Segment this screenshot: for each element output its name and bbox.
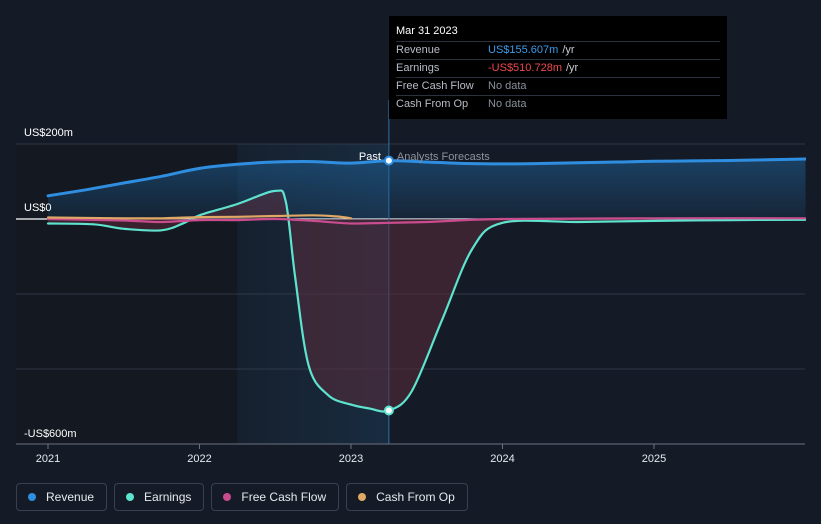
- legend-dot-icon: [223, 493, 232, 501]
- legend-label: Cash From Op: [376, 490, 455, 504]
- tooltip-row-earnings: Earnings -US$510.728m /yr: [396, 59, 720, 77]
- y-tick-label: -US$600m: [24, 428, 77, 440]
- x-tick-label: 2022: [187, 453, 211, 465]
- cash-from-op-line: [46, 214, 353, 220]
- legend-item-free-cash-flow[interactable]: Free Cash Flow: [211, 483, 340, 511]
- revenue-line: [46, 157, 806, 198]
- tooltip-row-cash-from-op: Cash From Op No data: [396, 95, 720, 113]
- earnings-area: [48, 190, 806, 412]
- earnings-point: [383, 405, 394, 416]
- x-tick-label: 2024: [490, 453, 514, 465]
- tooltip-value: US$155.607m: [488, 44, 559, 56]
- tooltip-value: -US$510.728m: [488, 62, 562, 74]
- x-tick-label: 2023: [339, 453, 363, 465]
- past-label: Past: [359, 151, 381, 163]
- legend-label: Earnings: [144, 490, 192, 504]
- free-cash-flow-line: [46, 217, 806, 225]
- tooltip-unit: /yr: [566, 62, 579, 74]
- legend-item-cash-from-op[interactable]: Cash From Op: [346, 483, 468, 511]
- y-tick-label: US$0: [24, 202, 52, 214]
- legend-item-earnings[interactable]: Earnings: [114, 483, 205, 511]
- tooltip-label: Cash From Op: [396, 98, 469, 110]
- tooltip-unit: /yr: [562, 44, 575, 56]
- tooltip-label: Free Cash Flow: [396, 80, 474, 92]
- x-tick-label: 2025: [642, 453, 666, 465]
- legend-dot-icon: [126, 493, 135, 501]
- y-tick-label: US$200m: [24, 127, 73, 139]
- tooltip-value: No data: [488, 80, 527, 92]
- tooltip-label: Revenue: [396, 44, 441, 56]
- forecast-label: Analysts Forecasts: [397, 151, 490, 163]
- legend-item-revenue[interactable]: Revenue: [16, 483, 108, 511]
- legend-label: Free Cash Flow: [241, 490, 327, 504]
- legend-dot-icon: [358, 493, 367, 501]
- earnings-line: [46, 189, 806, 413]
- tooltip-date: Mar 31 2023: [396, 25, 458, 37]
- x-tick-label: 2021: [36, 453, 60, 465]
- tooltip-row-free-cash-flow: Free Cash Flow No data: [396, 77, 720, 95]
- legend-dot-icon: [28, 493, 36, 501]
- tooltip-row-revenue: Revenue US$155.607m /yr: [396, 41, 720, 59]
- tooltip-label: Earnings: [396, 62, 440, 74]
- tooltip: Mar 31 2023 Revenue US$155.607m /yr Earn…: [389, 16, 727, 119]
- legend: Revenue Earnings Free Cash Flow Cash Fro…: [16, 483, 468, 511]
- legend-label: Revenue: [46, 490, 95, 504]
- tooltip-value: No data: [488, 98, 527, 110]
- revenue-point: [383, 155, 394, 166]
